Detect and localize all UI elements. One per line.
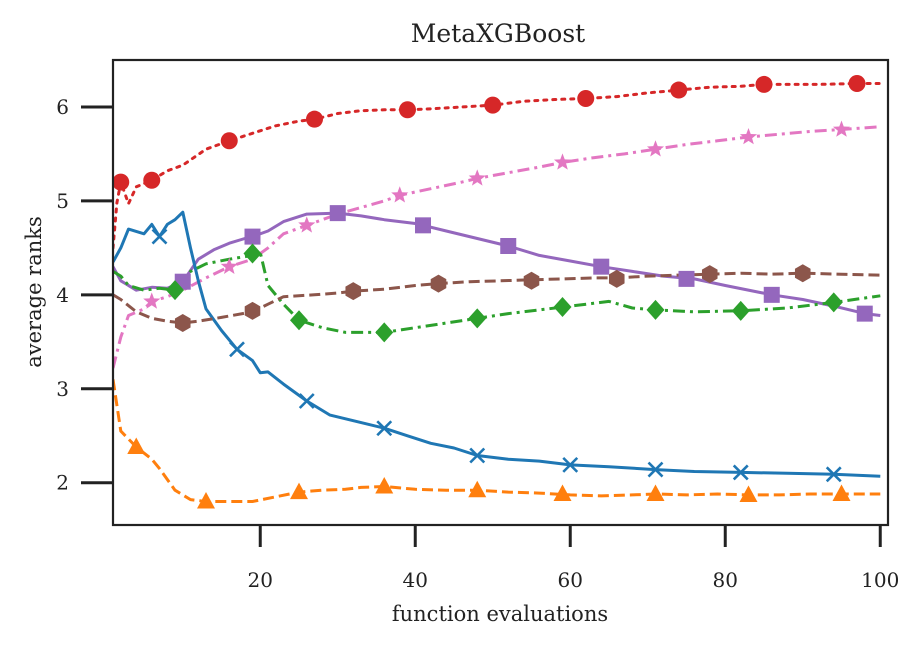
series-6-point <box>646 484 665 501</box>
series-4-point <box>824 292 843 313</box>
series-3-point <box>469 447 486 464</box>
series-0-point <box>484 96 502 114</box>
series-2-point <box>856 305 873 322</box>
y-axis-label: average ranks <box>22 216 46 368</box>
series-3-point <box>732 464 749 481</box>
x-tick-label: 100 <box>861 568 899 592</box>
series-1-point <box>468 169 486 186</box>
x-tick-label: 80 <box>713 568 738 592</box>
series-4-point <box>646 299 665 320</box>
series-1-point <box>391 186 409 203</box>
series-5-point <box>608 269 625 288</box>
series-5-point <box>430 274 447 293</box>
series-0-point <box>399 101 416 119</box>
series-4-point <box>553 297 572 318</box>
series-0-point <box>306 110 323 128</box>
series-3-point <box>825 466 842 483</box>
series-0-point <box>755 75 773 93</box>
x-tick-label: 60 <box>558 568 583 592</box>
series-2-point <box>678 270 695 287</box>
series-6-point <box>468 480 487 498</box>
marker-layer <box>112 74 873 509</box>
series-1-point <box>832 120 851 137</box>
series-0-point <box>577 90 595 108</box>
series-2-point <box>763 286 780 303</box>
plot-frame <box>111 58 890 527</box>
series-0-point <box>670 81 688 99</box>
series-5-point <box>794 264 811 283</box>
series-0-line <box>113 82 882 250</box>
series-1-point <box>553 153 572 170</box>
series-3-point <box>647 461 664 478</box>
series-0-point <box>848 74 866 92</box>
series-2-point <box>329 205 346 222</box>
series-2-point <box>593 258 610 275</box>
series-6-line <box>113 379 881 503</box>
x-axis-ticks: 20 40 60 80 100 <box>248 525 899 592</box>
series-1-point <box>143 292 161 309</box>
x-tick-label: 40 <box>403 568 428 592</box>
series-3-point <box>151 228 168 245</box>
series-5-point <box>523 271 540 290</box>
series-5-point <box>174 314 191 333</box>
series-2-point <box>500 238 517 254</box>
y-tick-label: 2 <box>56 471 69 495</box>
series-6-point <box>832 484 851 501</box>
series-3-line <box>113 210 881 478</box>
series-6-point <box>197 492 215 509</box>
y-tick-label: 3 <box>56 377 69 401</box>
y-axis-ticks: 2 3 4 5 6 <box>56 95 113 495</box>
series-5-point <box>345 282 362 301</box>
series-1-point <box>739 128 758 145</box>
y-tick-label: 6 <box>56 95 69 119</box>
series-1-point <box>298 216 316 233</box>
series-3-point <box>562 456 579 473</box>
series-6-point <box>127 437 146 455</box>
series-4-point <box>290 310 308 331</box>
series-0-point <box>220 132 238 150</box>
series-1-point <box>646 140 665 157</box>
series-3-point <box>298 393 315 409</box>
series-2-point <box>244 228 261 245</box>
series-3-point <box>376 420 393 437</box>
series-6-point <box>375 476 394 494</box>
series-4-point <box>731 300 750 321</box>
series-3-point <box>229 341 245 358</box>
series-0-point <box>143 171 161 189</box>
y-tick-label: 5 <box>56 189 69 213</box>
x-axis-label: function evaluations <box>392 602 608 626</box>
series-4-point <box>166 280 184 301</box>
series-6-point <box>739 485 758 502</box>
series-4-point <box>243 243 262 264</box>
series-0-point <box>112 173 130 191</box>
series-1-point <box>220 257 238 274</box>
series-6-point <box>290 482 308 500</box>
series-4-point <box>375 322 394 343</box>
chart-title: MetaXGBoost <box>411 19 585 48</box>
series-6-point <box>553 484 572 501</box>
series-4-point <box>468 308 487 329</box>
x-tick-label: 20 <box>248 568 273 592</box>
y-tick-label: 4 <box>56 283 69 307</box>
series-5-point <box>701 265 718 284</box>
series-2-point <box>415 217 431 234</box>
series-1-line <box>113 125 881 369</box>
series-5-point <box>244 301 261 320</box>
